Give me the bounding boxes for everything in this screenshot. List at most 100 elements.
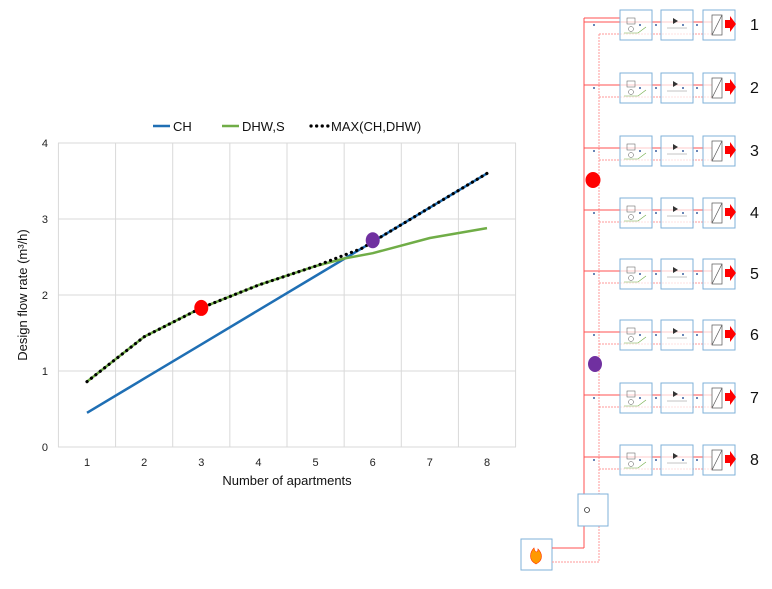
substation-box [619, 382, 653, 414]
apartment-number: 3 [750, 143, 759, 160]
pipe-node [682, 334, 684, 336]
dhw-circuit [624, 461, 647, 469]
boiler-box [520, 538, 553, 571]
radiator-diagonal [711, 77, 723, 99]
pump-symbol [628, 336, 634, 342]
substation-box [619, 72, 653, 104]
pipe-node [682, 397, 684, 399]
apartment-number: 6 [750, 327, 759, 344]
meter-box [660, 197, 694, 229]
x-tick-labels: 1 2 3 4 5 6 7 8 [84, 457, 490, 469]
y-tick-label: 4 [42, 138, 48, 150]
pipe-node [655, 459, 657, 461]
valve-symbol [673, 267, 678, 273]
apartment-units: 1 2 3 4 5 6 7 8 [584, 9, 759, 476]
legend-label: CH [173, 119, 192, 134]
dhw-circuit [624, 152, 647, 160]
x-tick-label: 8 [484, 457, 490, 469]
apartment-number: 2 [750, 80, 759, 97]
y-tick-label: 1 [42, 366, 48, 378]
y-tick-label: 2 [42, 290, 48, 302]
series-line-max-ch-dhw [85, 171, 489, 384]
pipe-node [655, 397, 657, 399]
radiator-diagonal [711, 263, 723, 285]
flame-icon [530, 547, 542, 565]
x-tick-label: 1 [84, 457, 90, 469]
pipe-node [593, 334, 595, 336]
chart-series [85, 171, 489, 414]
x-tick-label: 4 [255, 457, 261, 469]
radiator-diagonal [711, 387, 723, 409]
pipe-node [639, 212, 641, 214]
apartment-unit: 1 [584, 9, 759, 41]
boiler-return-pipe [552, 558, 600, 563]
radiator-diagonal [711, 202, 723, 224]
pump-symbol [628, 26, 634, 32]
pump-symbol [628, 152, 634, 158]
pipe-node [682, 212, 684, 214]
pipe-node [696, 24, 698, 26]
substation-box [619, 9, 653, 41]
heat-exchanger-symbol [626, 143, 636, 151]
pipe-node [593, 24, 595, 26]
x-tick-label: 3 [198, 457, 204, 469]
substation-box [619, 135, 653, 167]
pipe-node [682, 273, 684, 275]
radiator-diagonal [711, 449, 723, 471]
chart-markers [194, 232, 380, 316]
heat-exchanger-symbol [626, 17, 636, 25]
riser-pipes [583, 17, 620, 560]
pipe-node [696, 459, 698, 461]
radiator-diagonal [711, 140, 723, 162]
dhw-circuit [624, 214, 647, 222]
substation-box [619, 444, 653, 476]
heat-exchanger-symbol [626, 266, 636, 274]
y-tick-labels: 0 1 2 3 4 [42, 138, 48, 454]
pipe-node [696, 87, 698, 89]
meter-box [660, 135, 694, 167]
riser-markers [585, 172, 602, 372]
heat-output-arrow-icon [725, 79, 736, 95]
apartment-unit: 8 [584, 444, 759, 476]
y-axis-label: Design flow rate (m³/h) [15, 229, 30, 360]
pump-symbol [628, 399, 634, 405]
pipe-node [696, 334, 698, 336]
valve-symbol [673, 391, 678, 397]
pump-symbol [628, 89, 634, 95]
pipe-node [696, 397, 698, 399]
dhw-circuit [624, 275, 647, 283]
radiator-diagonal [711, 324, 723, 346]
pipe-node [682, 150, 684, 152]
pipe-node [639, 397, 641, 399]
pump-symbol [628, 214, 634, 220]
riser-marker [588, 356, 602, 372]
y-tick-label: 0 [42, 442, 48, 454]
dhw-circuit [624, 89, 647, 97]
heat-output-arrow-icon [725, 204, 736, 220]
highlight-marker [194, 299, 209, 316]
legend-label: DHW,S [242, 119, 285, 134]
heat-output-arrow-icon [725, 142, 736, 158]
pipe-node [639, 24, 641, 26]
pump-symbol [628, 461, 634, 467]
apartment-number: 8 [750, 452, 759, 469]
pipe-node [655, 150, 657, 152]
pump-icon [584, 507, 590, 513]
heat-exchanger-symbol [626, 80, 636, 88]
apartment-unit: 6 [584, 319, 759, 351]
pipe-node [696, 273, 698, 275]
chart-legend: CH DHW,S MAX(CH,DHW) [153, 119, 421, 134]
x-tick-label: 7 [427, 457, 433, 469]
meter-box [660, 9, 694, 41]
apartment-number: 1 [750, 17, 759, 34]
substation-box [619, 197, 653, 229]
apartment-number: 4 [750, 205, 759, 222]
pipe-node [655, 334, 657, 336]
valve-symbol [673, 18, 678, 24]
pipe-node [639, 87, 641, 89]
valve-symbol [673, 206, 678, 212]
substation-box [619, 258, 653, 290]
apartment-number: 5 [750, 266, 759, 283]
